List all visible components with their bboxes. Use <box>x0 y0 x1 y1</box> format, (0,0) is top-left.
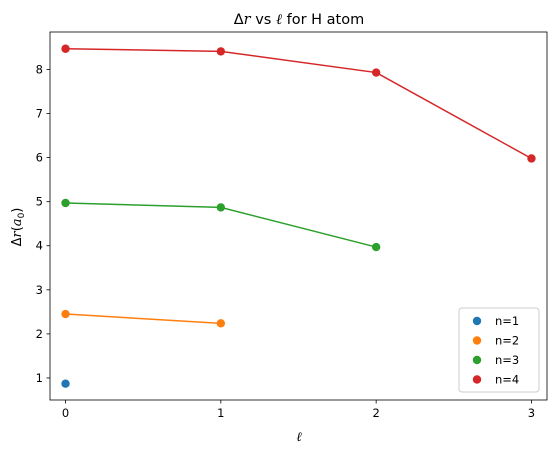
data-point <box>61 44 70 53</box>
legend: n=1 n=2 n=3 n=4 <box>458 307 540 393</box>
y-tick-label: 6 <box>36 151 43 165</box>
series-line <box>65 47 532 160</box>
y-tick-label: 3 <box>36 283 43 297</box>
y-axis-label: Δr(a0) <box>10 208 27 247</box>
y-tick-label: 7 <box>36 107 43 121</box>
legend-marker <box>472 316 482 326</box>
data-point <box>527 154 536 163</box>
data-point <box>61 198 70 208</box>
x-tick-label: 3 <box>528 406 535 420</box>
legend-label: n=1 <box>495 314 519 328</box>
x-tick-label: 0 <box>62 406 69 420</box>
y-tick-label: 1 <box>36 371 43 385</box>
y-tick-label: 4 <box>36 239 43 253</box>
series-line <box>65 313 221 325</box>
chart-title: Δr vs ℓ for H atom <box>234 12 365 28</box>
legend-label: n=4 <box>495 373 519 387</box>
data-point <box>216 203 226 212</box>
x-tick-label: 2 <box>372 406 379 420</box>
y-tick-label: 5 <box>36 195 43 209</box>
legend-box <box>458 307 540 393</box>
legend-marker <box>472 355 482 365</box>
legend-label: n=3 <box>495 353 519 367</box>
y-tick-label: 2 <box>36 327 43 341</box>
axes-frame <box>49 31 548 401</box>
x-axis-label: ℓ <box>296 430 302 445</box>
data-point <box>216 319 226 328</box>
data-point <box>371 242 381 252</box>
legend-label: n=2 <box>495 334 519 348</box>
data-point <box>371 68 381 77</box>
data-point <box>216 47 226 56</box>
data-point <box>61 309 70 319</box>
legend-marker <box>472 375 482 384</box>
plot-area: 0 1 2 3 1 2 3 4 5 6 7 8 n=1 n=2 n=3 n=4 <box>36 31 548 420</box>
data-point <box>61 379 70 388</box>
y-tick-label: 8 <box>36 62 43 76</box>
legend-marker <box>472 336 482 345</box>
x-tick-label: 1 <box>217 406 224 420</box>
